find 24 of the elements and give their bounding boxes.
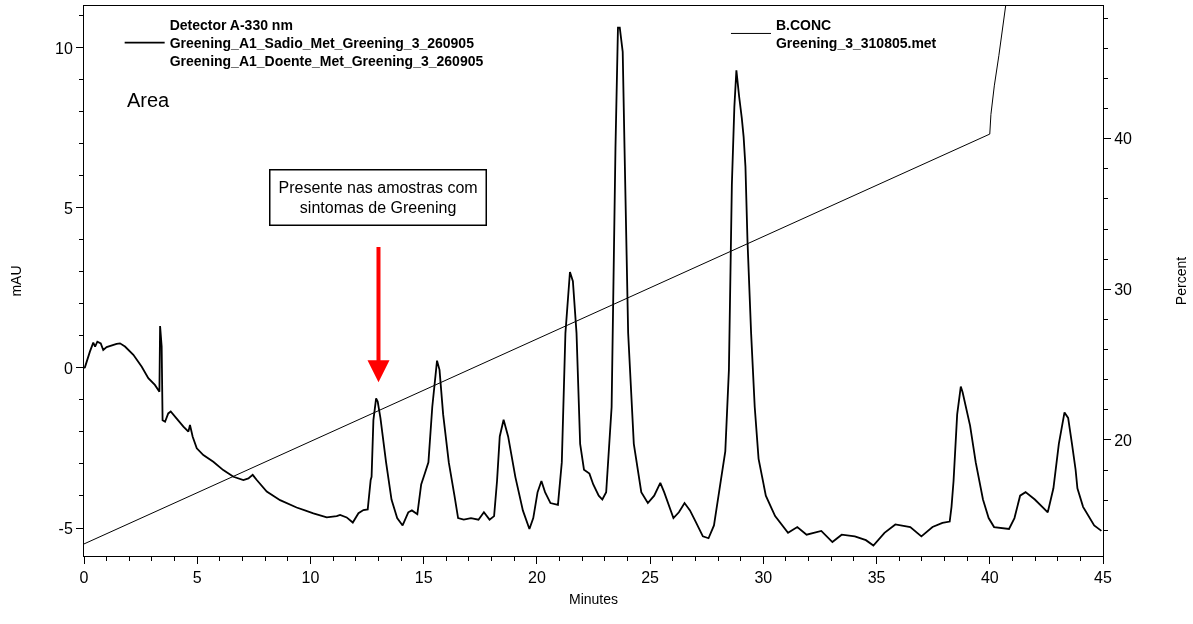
y-axis-title: mAU	[7, 265, 24, 297]
y2-tick-label: 30	[1114, 280, 1133, 298]
x-tick-label: 25	[641, 569, 660, 587]
x-tick-label: 40	[980, 569, 999, 587]
x-tick-label: 15	[414, 569, 433, 587]
x-tick-label: 10	[301, 569, 320, 587]
x-tick-label: 0	[79, 569, 89, 587]
y2-axis-title: Percent	[1173, 256, 1190, 306]
annotation: Presente nas amostras com sintomas de Greening	[278, 178, 478, 217]
y-tick-label: 0	[63, 359, 73, 377]
x-tick-label: 30	[754, 569, 773, 587]
x-tick-label: 45	[1094, 569, 1112, 587]
y-tick-label: -5	[58, 519, 73, 537]
annotation: Area	[127, 89, 171, 111]
legend-label: B.CONC Greening_3_310805.met	[775, 16, 937, 52]
y2-tick-label: 40	[1114, 130, 1133, 148]
y2-tick-label: 20	[1114, 431, 1133, 449]
y-tick-label: 5	[63, 199, 73, 217]
legend-label: Detector A-330 nm Greening_A1_Sadio_Met_Greening_3_260905 Greening_A1_Doente_Met_Greening_3_260905	[169, 16, 484, 70]
x-axis-title: Minutes	[568, 590, 619, 607]
y-tick-label: 10	[55, 39, 73, 57]
x-tick-label: 20	[527, 569, 546, 587]
x-tick-label: 35	[867, 569, 886, 587]
x-tick-label: 5	[192, 569, 202, 587]
